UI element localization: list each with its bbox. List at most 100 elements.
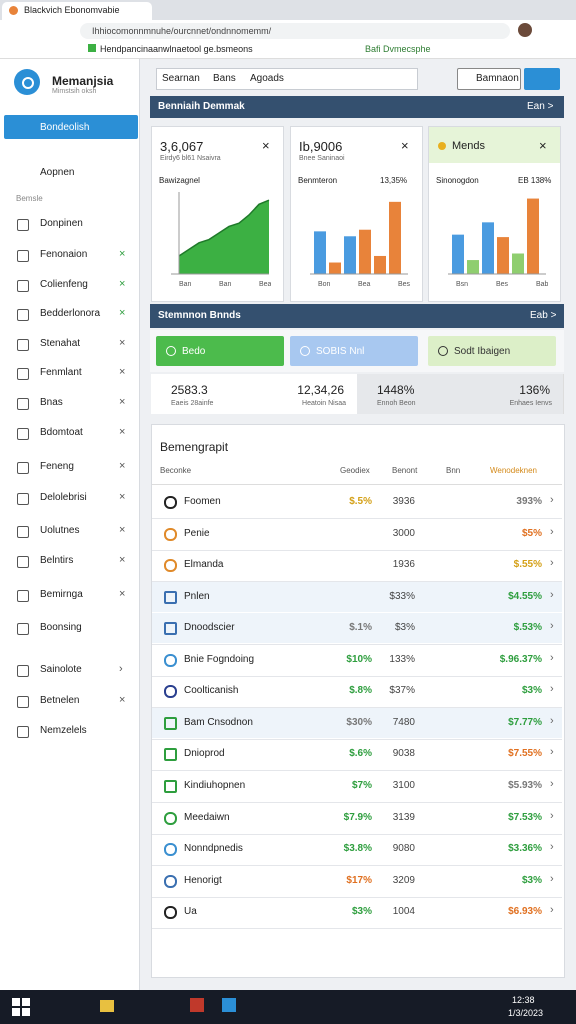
nav-item[interactable]: Nemzelels	[40, 725, 87, 736]
taskbar-app[interactable]	[100, 1000, 114, 1012]
nav-item[interactable]: Sainolote	[40, 664, 82, 675]
row-name[interactable]: Coolticanish	[184, 685, 239, 697]
row-rule	[152, 738, 562, 740]
section-action[interactable]: Ean >	[527, 101, 554, 112]
tab[interactable]	[2, 2, 152, 20]
nav-item[interactable]: Delolebrisi	[40, 492, 87, 503]
row-name[interactable]: Foomen	[184, 496, 221, 507]
search[interactable]	[156, 68, 418, 90]
toolbar-tab[interactable]: Bans	[213, 73, 236, 84]
row-name[interactable]: Elmanda	[184, 559, 224, 571]
section-header	[150, 304, 564, 328]
nav-item[interactable]: Colienfeng	[40, 279, 88, 290]
row-chevron[interactable]: ›	[550, 714, 554, 727]
row-chevron[interactable]: ›	[550, 841, 554, 854]
action-button[interactable]	[290, 336, 418, 366]
row-value: $.6%	[349, 748, 372, 760]
row-icon	[164, 590, 177, 604]
card-label: Bawizagnel	[159, 176, 200, 185]
address-bar[interactable]	[80, 23, 510, 39]
row-rule	[152, 896, 562, 898]
nav-group[interactable]: Aopnen	[40, 167, 75, 178]
nav-trail: ×	[119, 694, 126, 706]
nav-item[interactable]: Belntirs	[40, 555, 74, 566]
row-name[interactable]: Meedaiwn	[184, 811, 230, 823]
toolbar-tab[interactable]: Searnan	[162, 73, 200, 84]
card-close[interactable]: ×	[401, 138, 409, 153]
nav-item[interactable]: Stenahat	[40, 338, 81, 349]
nav-item[interactable]: Bemirnga	[40, 589, 83, 600]
row-name[interactable]: Pnlen	[184, 590, 210, 602]
line	[178, 199, 270, 257]
row-name[interactable]: Penie	[184, 527, 210, 539]
row-name[interactable]: Bam Cnsodnon	[184, 716, 253, 728]
row-name[interactable]: Kindiuhopnen	[184, 779, 246, 791]
row-value: 3209	[392, 874, 415, 886]
primary-button[interactable]	[524, 68, 560, 90]
toolbar-button[interactable]	[457, 68, 521, 90]
row-name[interactable]: Bnie Fogndoing	[184, 653, 255, 665]
row-chevron[interactable]: ›	[550, 651, 554, 664]
bookmark[interactable]: Hendpancinaanwlnaetool ge.bsmeons	[100, 44, 253, 54]
taskbar-app[interactable]	[222, 998, 236, 1012]
column-header: Wenodeknen	[490, 466, 537, 475]
action-button[interactable]	[156, 336, 284, 366]
card-chart: Ban Ban Bea	[171, 192, 271, 288]
row-chevron[interactable]: ›	[550, 494, 554, 506]
nav-item[interactable]: Donpinen	[40, 218, 83, 229]
row-chevron[interactable]: ›	[550, 557, 554, 570]
row-chevron[interactable]: ›	[550, 809, 554, 822]
x-label: Bea	[259, 281, 271, 288]
x-label: Ban	[219, 281, 232, 288]
row-name[interactable]: Dnoodscier	[184, 622, 235, 634]
row-chevron[interactable]: ›	[550, 683, 554, 696]
taskbar-app[interactable]	[190, 998, 204, 1012]
stat-cell	[151, 374, 255, 414]
row-status: $5%	[521, 527, 542, 539]
nav-item[interactable]: Fenmlant	[40, 367, 82, 378]
card-metric: EB 138%	[518, 176, 552, 185]
action-label: Bedo	[182, 346, 206, 357]
avatar[interactable]	[518, 23, 532, 37]
row-name[interactable]: Ua	[184, 906, 197, 918]
action-dot	[166, 346, 176, 356]
start-button[interactable]	[12, 998, 30, 1016]
toolbar-tab[interactable]: Agoads	[250, 73, 284, 84]
nav-item[interactable]: Feneng	[40, 461, 74, 472]
row-icon	[164, 653, 177, 667]
nav-item[interactable]: Uolutnes	[40, 525, 80, 536]
row-chevron[interactable]: ›	[550, 904, 554, 917]
row-chevron[interactable]: ›	[550, 525, 554, 538]
row-value: 1936	[392, 559, 415, 571]
nav-item[interactable]: Bdomtoat	[40, 427, 83, 438]
row-rule	[152, 801, 562, 803]
row-chevron[interactable]: ›	[550, 872, 554, 885]
row-value: $3%	[351, 906, 372, 918]
row-chevron[interactable]: ›	[550, 777, 554, 790]
card-close[interactable]: ×	[539, 138, 547, 153]
action-button[interactable]	[428, 336, 556, 366]
row-name[interactable]: Dnioprod	[184, 748, 225, 760]
nav-item[interactable]: Boonsing	[40, 622, 82, 633]
action-label: Sodt Ibaigen	[454, 346, 511, 357]
row-value: 9080	[392, 843, 415, 855]
row-chevron[interactable]: ›	[550, 620, 554, 633]
bookmark[interactable]: Bafi Dvmecsphe	[365, 44, 431, 54]
nav-item[interactable]: Fenonaion	[40, 249, 88, 260]
row-chevron[interactable]: ›	[550, 746, 554, 759]
nav-item[interactable]: Bnas	[40, 397, 63, 408]
active-item[interactable]	[4, 115, 138, 139]
section-action[interactable]: Eab >	[530, 310, 557, 321]
row-value: 7480	[392, 716, 415, 728]
row-name[interactable]: Henorigt	[184, 874, 222, 886]
brand-sub: Mimstsih oksh	[52, 88, 97, 95]
nav-trail: ×	[119, 248, 126, 260]
row-value: 3000	[392, 527, 415, 539]
row-icon	[164, 716, 177, 730]
row-value: $.8%	[349, 685, 372, 697]
row-chevron[interactable]: ›	[550, 588, 554, 601]
nav-item[interactable]: Betnelen	[40, 695, 80, 706]
card-close[interactable]: ×	[262, 138, 270, 153]
nav-item[interactable]: Bedderlonora	[40, 308, 101, 319]
row-name[interactable]: Nonndpnedis	[184, 843, 243, 855]
